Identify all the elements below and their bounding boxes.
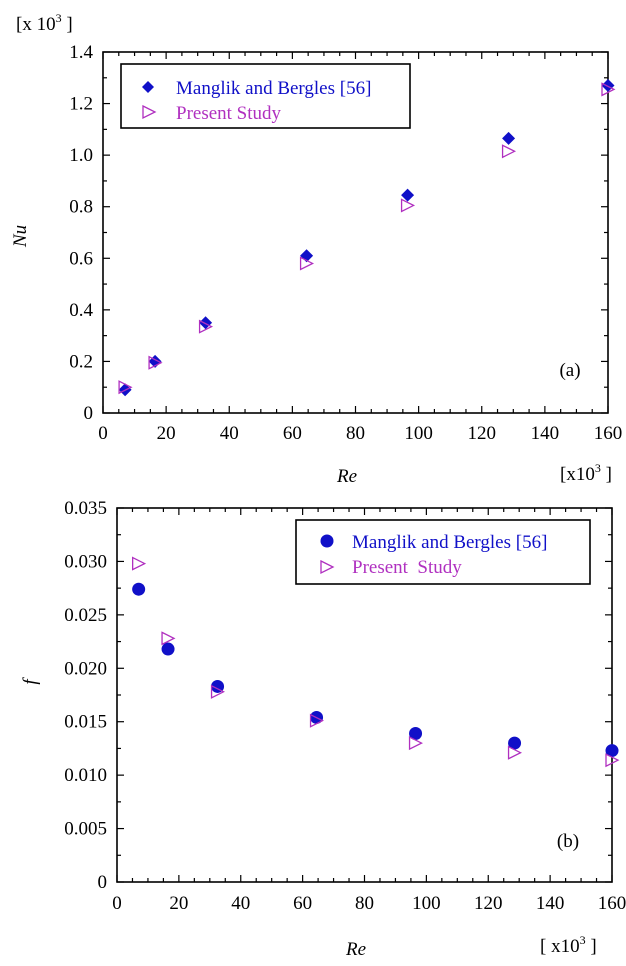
data-point-triangle xyxy=(148,355,163,370)
x-tick-label: 40 xyxy=(231,893,250,914)
x-tick-label: 20 xyxy=(157,423,176,444)
legend-marker-triangle xyxy=(142,104,157,120)
x-tick-label: 120 xyxy=(474,893,503,914)
legend: Manglik and Bergles [56] Present Study xyxy=(120,63,411,129)
x-tick-label: 0 xyxy=(112,893,122,914)
x-axis-label: Re xyxy=(336,466,357,487)
y-tick-labels: 0 0.2 0.4 0.6 0.8 1.0 1.2 1.4 xyxy=(69,42,93,424)
data-point-triangle xyxy=(132,556,147,571)
data-point-triangle xyxy=(408,736,424,751)
legend-label-present: Present Study xyxy=(176,103,282,124)
y-tick-labels: 0 0.005 0.010 0.015 0.020 0.025 0.030 0.035 xyxy=(64,498,107,893)
y-tick-label: 0.6 xyxy=(69,248,93,269)
panel-label: (a) xyxy=(559,360,580,381)
x-tick-label: 140 xyxy=(531,423,560,444)
y-tick-label: 0.005 xyxy=(64,819,107,840)
legend-label-manglik: Manglik and Bergles [56] xyxy=(352,532,547,553)
data-point-diamond xyxy=(601,79,615,93)
data-point-triangle xyxy=(118,380,133,395)
x-tick-label: 80 xyxy=(355,893,374,914)
tick-marks xyxy=(116,507,613,883)
data-point-triangle xyxy=(507,745,523,760)
x-tick-label: 100 xyxy=(412,893,441,914)
chart-panel-b: 0 20 40 60 80 100 120 140 160 0 0.005 0.010 0.015 0.… xyxy=(20,498,626,960)
legend: Manglik and Bergles [56] Present Study xyxy=(295,519,591,585)
y-tick-label: 0.030 xyxy=(64,551,107,572)
data-point-triangle xyxy=(161,631,176,646)
y-axis-label: Nu xyxy=(10,225,31,248)
legend-marker-circle xyxy=(320,534,334,548)
legend-box xyxy=(120,63,411,129)
y-tick-label: 1.2 xyxy=(69,94,93,115)
x-tick-label: 0 xyxy=(98,423,108,444)
data-point-triangle xyxy=(210,684,226,699)
x-tick-label: 20 xyxy=(169,893,188,914)
data-point-circle xyxy=(132,582,146,596)
y-tick-label: 0.010 xyxy=(64,765,107,786)
y-tick-label: 0.2 xyxy=(69,351,93,372)
x-tick-label: 120 xyxy=(468,423,497,444)
x-tick-label: 80 xyxy=(346,423,365,444)
legend-label-manglik: Manglik and Bergles [56] xyxy=(176,78,371,99)
x-tick-label: 60 xyxy=(283,423,302,444)
data-point-triangle xyxy=(198,319,214,334)
x-multiplier: [x103 ] xyxy=(560,461,612,485)
data-markers xyxy=(118,79,616,397)
y-tick-label: 0 xyxy=(98,872,108,893)
data-point-diamond xyxy=(300,249,314,263)
data-point-circle xyxy=(508,736,522,750)
x-tick-label: 60 xyxy=(293,893,312,914)
data-point-triangle xyxy=(309,713,325,728)
data-point-triangle xyxy=(400,198,416,213)
tick-marks xyxy=(102,51,609,414)
y-tick-label: 0 xyxy=(84,403,94,424)
legend-marker-diamond xyxy=(142,81,154,93)
x-tick-labels: 0 20 40 60 80 100 120 140 160 xyxy=(112,893,626,914)
y-axis-label: f xyxy=(20,677,41,685)
data-point-diamond xyxy=(199,316,213,330)
data-point-circle xyxy=(161,642,175,656)
x-tick-label: 140 xyxy=(536,893,565,914)
x-tick-label: 100 xyxy=(404,423,433,444)
y-tick-label: 1.0 xyxy=(69,145,93,166)
data-point-triangle xyxy=(605,753,620,768)
legend-box xyxy=(295,519,591,585)
data-point-circle xyxy=(605,744,619,758)
y-tick-label: 0.020 xyxy=(64,658,107,679)
y-tick-label: 0.025 xyxy=(64,605,107,626)
data-point-circle xyxy=(409,726,423,740)
data-point-diamond xyxy=(502,131,516,145)
x-tick-label: 160 xyxy=(598,893,626,914)
x-multiplier: [ x103 ] xyxy=(540,933,597,957)
y-tick-label: 0.035 xyxy=(64,498,107,519)
data-point-triangle xyxy=(601,82,616,97)
y-tick-label: 0.4 xyxy=(69,300,93,321)
x-axis-label: Re xyxy=(345,939,366,960)
x-tick-label: 160 xyxy=(594,423,623,444)
legend-label-present: Present Study xyxy=(352,557,462,578)
data-point-diamond xyxy=(401,188,415,202)
data-markers xyxy=(132,556,620,768)
x-tick-label: 40 xyxy=(220,423,239,444)
y-tick-label: 1.4 xyxy=(69,42,93,63)
legend-marker-triangle xyxy=(320,559,335,575)
data-point-triangle xyxy=(501,144,517,159)
chart-panel-a: 0 20 40 60 80 100 120 140 160 0 0.2 0.4 0.6 0.8 1.0 1.… xyxy=(10,11,622,487)
y-tick-label: 0.015 xyxy=(64,712,107,733)
data-point-triangle xyxy=(299,256,315,271)
y-multiplier: [x 103 ] xyxy=(16,11,73,35)
panel-label: (b) xyxy=(557,831,579,852)
y-tick-label: 0.8 xyxy=(69,197,93,218)
x-tick-labels: 0 20 40 60 80 100 120 140 160 xyxy=(98,423,622,444)
